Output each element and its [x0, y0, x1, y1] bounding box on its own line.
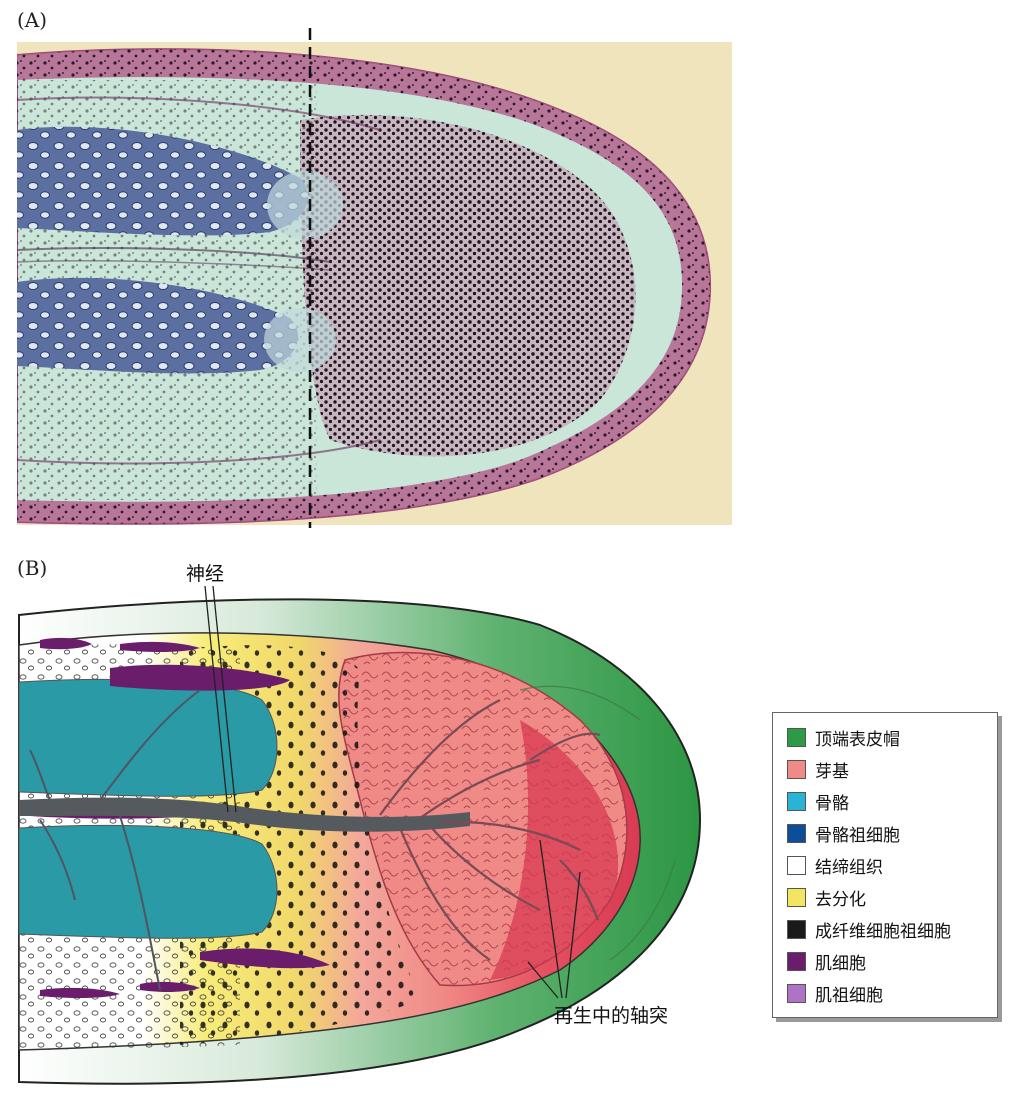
legend-swatch	[787, 855, 806, 875]
legend-swatch	[787, 759, 806, 779]
legend-item-fibroblast-progenitor: 成纤维细胞祖细胞	[787, 913, 987, 945]
legend-item-skeletal-progenitor: 骨骼祖细胞	[787, 817, 987, 849]
legend-swatch	[787, 919, 806, 939]
nerve-annotation: 神经	[186, 563, 224, 585]
legend-swatch	[787, 791, 806, 811]
regenerating-axon-branches	[379, 699, 601, 961]
regenerating-axons-annotation: 再生中的轴突	[554, 1005, 668, 1027]
proximal-nerve-branches	[29, 689, 201, 991]
skeleton-lower	[18, 824, 278, 939]
legend-label: 去分化	[815, 889, 866, 910]
legend-item-muscle-cell: 肌细胞	[787, 945, 987, 977]
schematic-limb	[18, 598, 702, 1085]
legend-label: 骨骼祖细胞	[815, 825, 900, 846]
legend-label: 顶端表皮帽	[815, 729, 900, 750]
legend-swatch	[787, 983, 806, 1003]
legend-label: 成纤维细胞祖细胞	[815, 921, 951, 942]
legend: 顶端表皮帽 芽基 骨骼 骨骼祖细胞 结缔组织 去分化 成纤维细胞祖细胞 肌细胞 …	[772, 712, 998, 1018]
legend-item-connective-tissue: 结缔组织	[787, 849, 987, 881]
legend-label: 肌细胞	[815, 953, 866, 974]
nerve-trunk	[19, 797, 470, 832]
legend-label: 骨骼	[815, 793, 849, 814]
annotation-leaders	[204, 585, 581, 999]
legend-item-apical-cap: 顶端表皮帽	[787, 721, 987, 753]
legend-item-skeleton: 骨骼	[787, 785, 987, 817]
legend-label: 芽基	[815, 761, 849, 782]
legend-swatch	[787, 823, 806, 843]
legend-swatch	[787, 727, 806, 747]
panel-b-label: (B)	[17, 556, 48, 580]
legend-swatch	[787, 951, 806, 971]
legend-label: 肌祖细胞	[815, 985, 883, 1006]
legend-item-muscle-progenitor: 肌祖细胞	[787, 977, 987, 1009]
legend-swatch	[787, 887, 806, 907]
legend-label: 结缔组织	[815, 857, 883, 878]
panel-a-label: (A)	[17, 8, 48, 32]
legend-item-blastema: 芽基	[787, 753, 987, 785]
legend-item-dedifferentiation: 去分化	[787, 881, 987, 913]
histology-section	[17, 42, 732, 525]
